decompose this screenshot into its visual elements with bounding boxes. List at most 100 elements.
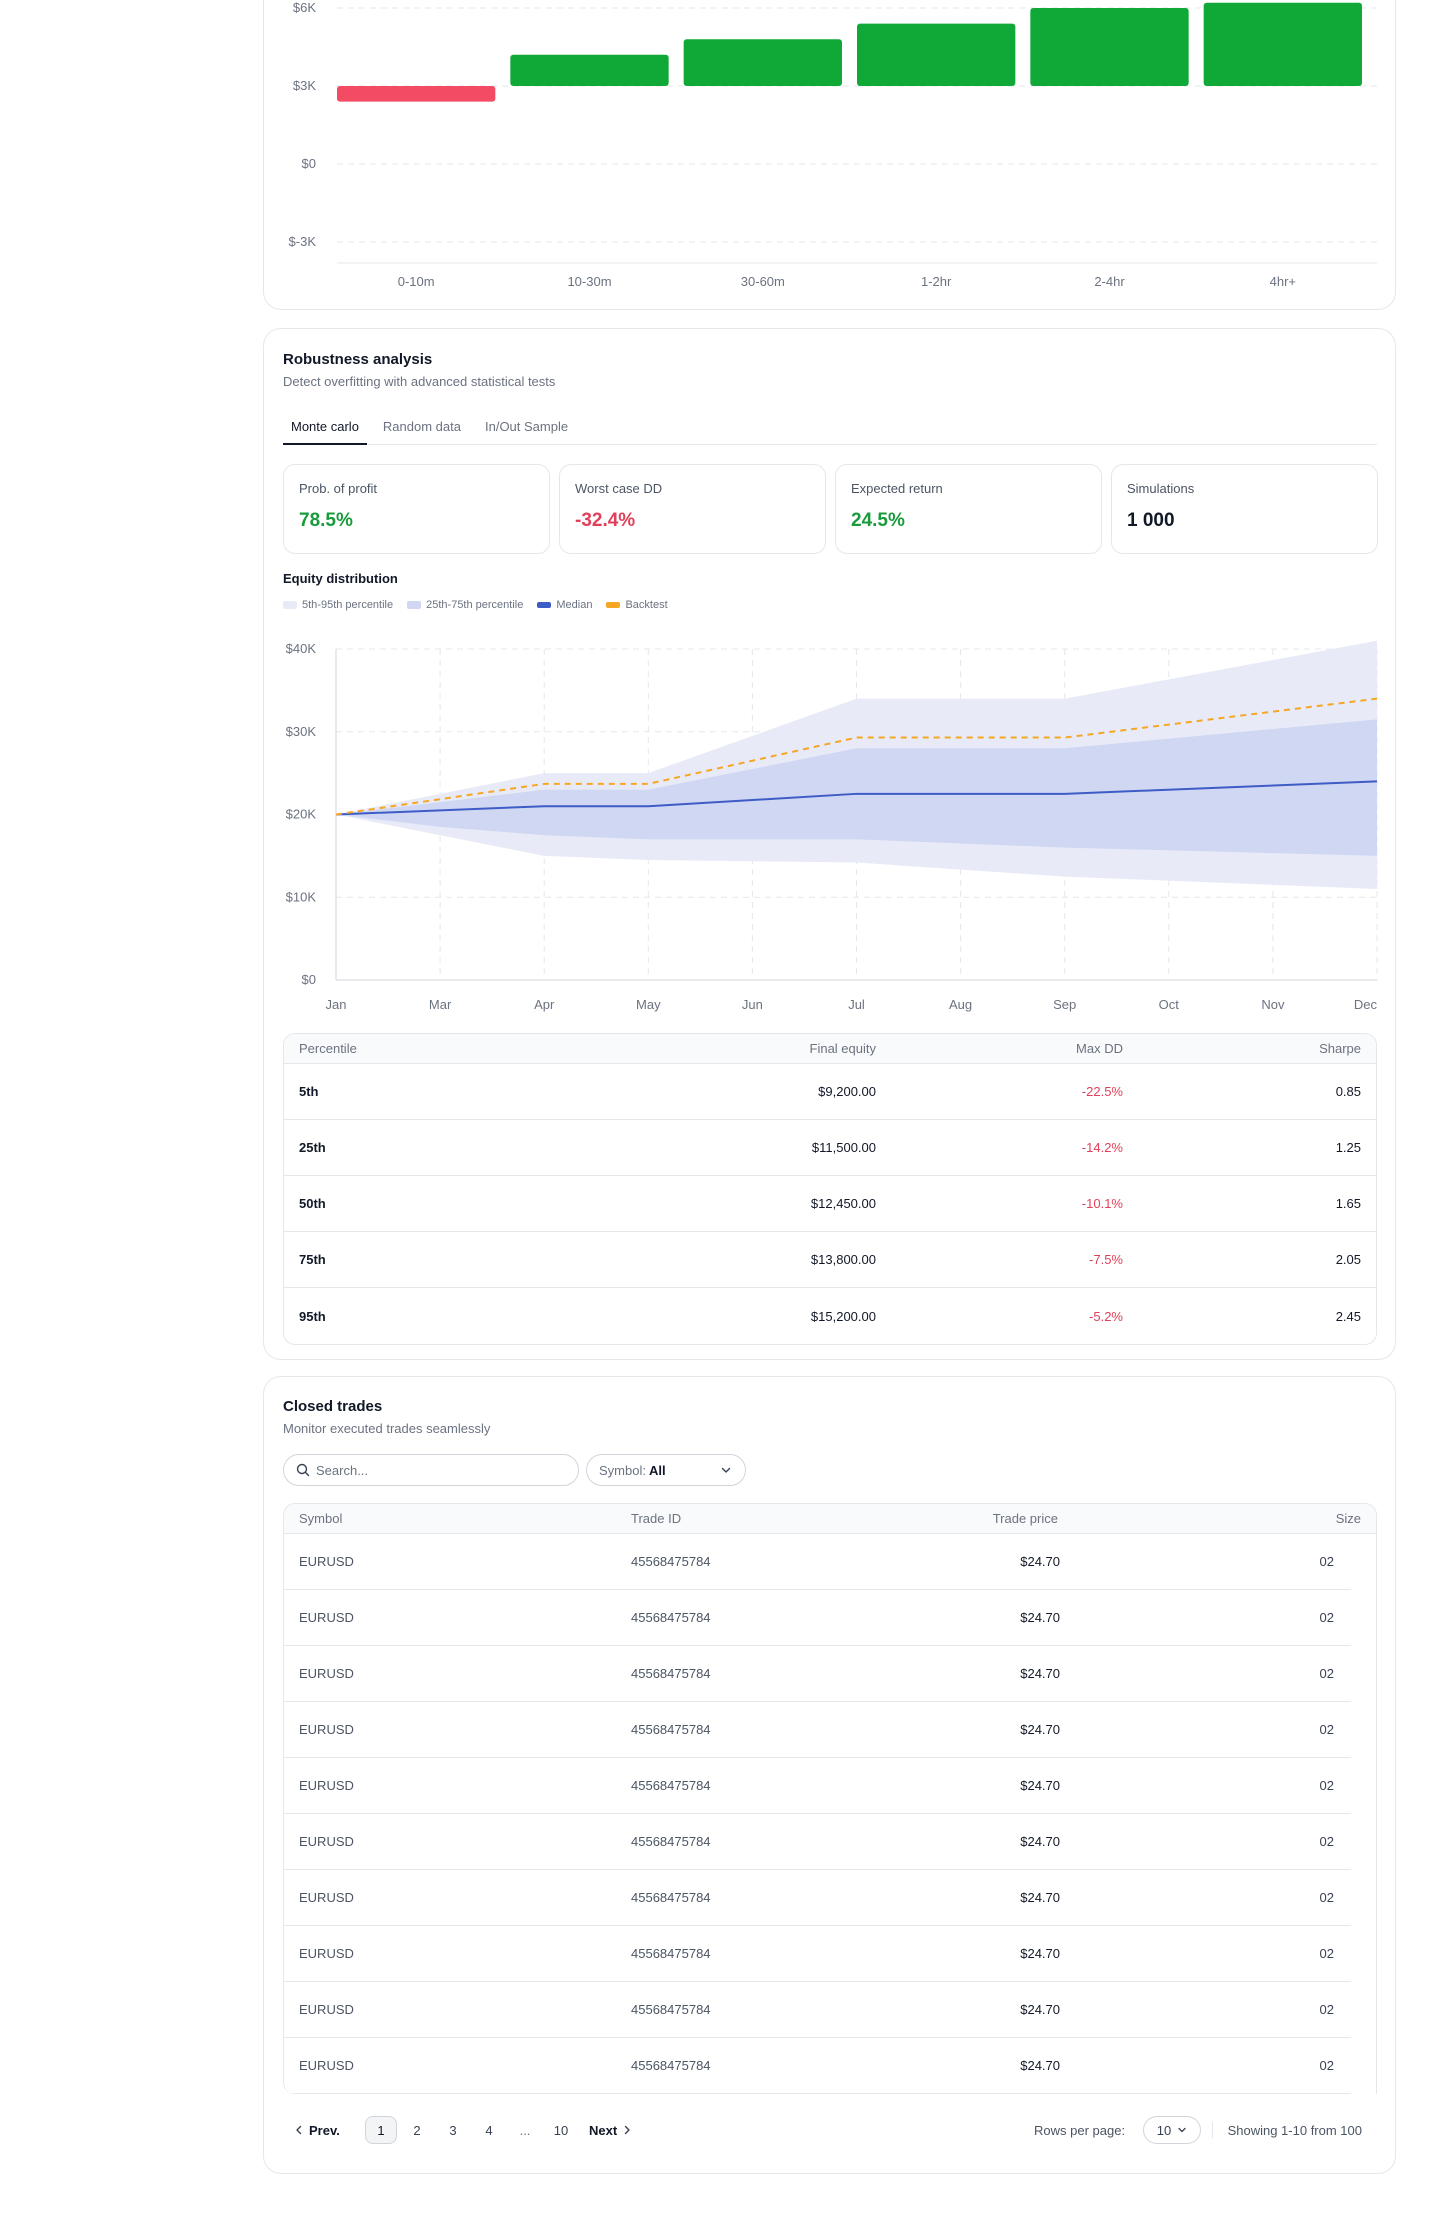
next-page-button[interactable]: Next — [589, 2116, 633, 2144]
stat-card-worst-dd: Worst case DD -32.4% — [559, 464, 826, 554]
table-row[interactable]: EURUSD 45568475784 $24.70 02 — [284, 1534, 1351, 1590]
cell-trade-price: $24.70 — [1020, 1834, 1060, 1849]
table-row[interactable]: EURUSD 45568475784 $24.70 02 — [284, 2038, 1351, 2094]
series-line-median — [336, 780, 1377, 816]
x-tick-label: May — [636, 997, 661, 1012]
x-tick-label: 2-4hr — [1094, 274, 1125, 289]
x-tick-label: Nov — [1261, 997, 1285, 1012]
cell-final-equity: $11,500.00 — [811, 1140, 876, 1155]
chart-legend: 5th-95th percentile 25th-75th percentile… — [283, 599, 668, 611]
cell-trade-price: $24.70 — [1020, 1946, 1060, 1961]
rows-per-page-select[interactable]: 10 — [1143, 2116, 1201, 2144]
cell-final-equity: $12,450.00 — [810, 1196, 876, 1211]
closed-trades-card: Closed trades Monitor executed trades se… — [263, 1376, 1396, 2174]
cell-trade-id: 45568475784 — [631, 1890, 711, 1905]
table-row[interactable]: EURUSD 45568475784 $24.70 02 — [284, 1758, 1351, 1814]
cell-symbol: EURUSD — [299, 2058, 354, 2073]
y-tick-label: $40K — [286, 641, 317, 656]
robustness-tabs: Monte carlo Random data In/Out Sample — [283, 417, 1377, 445]
x-tick-label: 4hr+ — [1270, 274, 1296, 289]
cell-trade-id: 45568475784 — [631, 1722, 711, 1737]
holding-time-chart: $6K $3K $0 $-3K 0-10m 10-30m 30-60m 1-2hr 2-4hr 4… — [289, 0, 1377, 289]
legend-swatch — [407, 601, 422, 609]
search-icon — [296, 1463, 310, 1477]
table-row[interactable]: EURUSD 45568475784 $24.70 02 — [284, 1870, 1351, 1926]
y-tick-label: $0 — [302, 972, 316, 987]
closed-trades-subtitle: Monitor executed trades seamlessly — [283, 1421, 491, 1436]
table-row[interactable]: EURUSD 45568475784 $24.70 02 — [284, 1982, 1351, 2038]
bar — [683, 39, 842, 86]
cell-max-dd: -5.2% — [1089, 1308, 1123, 1324]
page-button-3[interactable]: 3 — [449, 2122, 457, 2138]
cell-trade-price: $24.70 — [1020, 1722, 1060, 1737]
search-input[interactable] — [316, 1462, 556, 1478]
cell-size: 02 — [1319, 1834, 1334, 1849]
cell-trade-price: $24.70 — [1020, 2058, 1060, 2073]
table-row[interactable]: EURUSD 45568475784 $24.70 02 — [284, 1646, 1351, 1702]
tab-monte-carlo[interactable]: Monte carlo — [283, 417, 367, 445]
table-row[interactable]: EURUSD 45568475784 $24.70 02 — [284, 1926, 1351, 1982]
cell-trade-id: 45568475784 — [631, 1554, 711, 1569]
pagination: Prev. 1 2 3 4 ... 10 Next Rows per page:… — [283, 2112, 1377, 2146]
cell-max-dd: -14.2% — [1081, 1140, 1123, 1155]
legend-label: Backtest — [625, 599, 668, 611]
stat-label: Simulations — [1127, 481, 1195, 496]
tab-random-data[interactable]: Random data — [382, 419, 461, 434]
cell-symbol: EURUSD — [299, 1722, 354, 1737]
table-row[interactable]: EURUSD 45568475784 $24.70 02 — [284, 1814, 1351, 1870]
rows-per-page-value: 10 — [1156, 2122, 1172, 2138]
y-tick-label: $30K — [286, 724, 317, 739]
cell-trade-price: $24.70 — [1020, 1610, 1060, 1625]
robustness-card: Robustness analysis Detect overfitting w… — [263, 328, 1396, 1360]
page-button-4[interactable]: 4 — [485, 2122, 493, 2138]
table-row: 5th $9,200.00 -22.5% 0.85 — [284, 1064, 1376, 1120]
y-tick-label: $10K — [286, 889, 317, 904]
table-row[interactable]: EURUSD 45568475784 $24.70 02 — [284, 1590, 1351, 1646]
y-tick-label: $-3K — [289, 234, 317, 249]
symbol-filter-value: All — [648, 1462, 666, 1478]
cell-symbol: EURUSD — [299, 1666, 354, 1681]
cell-final-equity: $9,200.00 — [818, 1084, 876, 1099]
cell-size: 02 — [1319, 1610, 1334, 1625]
header-percentile: Percentile — [299, 1041, 357, 1056]
table-row: 75th $13,800.00 -7.5% 2.05 — [284, 1232, 1376, 1288]
stat-label: Expected return — [851, 481, 943, 496]
page-button-2[interactable]: 2 — [413, 2122, 421, 2138]
prev-page-button[interactable]: Prev. — [293, 2116, 340, 2144]
stat-card-expected-return: Expected return 24.5% — [835, 464, 1102, 554]
table-row[interactable]: EURUSD 45568475784 $24.70 02 — [284, 1702, 1351, 1758]
legend-swatch — [283, 601, 297, 609]
x-tick-label: Aug — [949, 997, 972, 1012]
bar — [857, 23, 1016, 86]
page-button-10[interactable]: 10 — [553, 2122, 569, 2138]
table-row: 50th $12,450.00 -10.1% 1.65 — [284, 1176, 1376, 1232]
legend-item: 25th-75th percentile — [407, 599, 523, 611]
search-box — [283, 1454, 579, 1486]
symbol-filter-select[interactable]: Symbol: All — [586, 1454, 746, 1486]
symbol-filter-label: Symbol: — [599, 1462, 646, 1478]
x-tick-label: 10-30m — [567, 274, 611, 289]
y-tick-label: $20K — [286, 807, 317, 822]
stat-value: 24.5% — [851, 510, 905, 531]
cell-percentile: 50th — [299, 1196, 326, 1211]
cell-final-equity: $15,200.00 — [810, 1308, 876, 1324]
closed-trades-title: Closed trades — [283, 1398, 383, 1415]
page-button-1[interactable]: 1 — [365, 2116, 397, 2144]
stat-label: Worst case DD — [575, 481, 663, 496]
x-tick-label: Apr — [534, 997, 555, 1012]
bar — [1030, 8, 1189, 86]
cell-size: 02 — [1319, 2058, 1334, 2073]
bar — [1203, 2, 1362, 86]
legend-label: Median — [556, 599, 593, 611]
tab-in-out-sample[interactable]: In/Out Sample — [484, 419, 569, 434]
cell-max-dd: -22.5% — [1081, 1084, 1123, 1099]
cell-trade-id: 45568475784 — [631, 1610, 711, 1625]
cell-size: 02 — [1319, 1554, 1334, 1569]
cell-sharpe: 0.85 — [1335, 1084, 1361, 1099]
cell-symbol: EURUSD — [299, 1890, 354, 1905]
y-tick-label: $3K — [293, 78, 316, 93]
cell-trade-price: $24.70 — [1020, 1778, 1060, 1793]
legend-item: Median — [537, 599, 592, 611]
equity-distribution-label: Equity distribution — [283, 571, 398, 586]
stat-card-simulations: Simulations 1 000 — [1111, 464, 1378, 554]
